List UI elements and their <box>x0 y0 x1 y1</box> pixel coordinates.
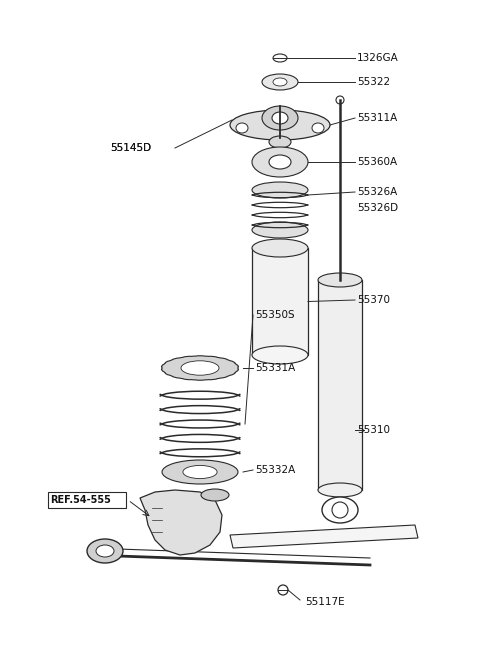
Text: 55117E: 55117E <box>305 597 345 607</box>
Ellipse shape <box>230 110 330 140</box>
Ellipse shape <box>269 136 291 148</box>
Text: REF.54-555: REF.54-555 <box>50 495 111 505</box>
Ellipse shape <box>252 222 308 238</box>
Ellipse shape <box>332 502 348 518</box>
Ellipse shape <box>87 539 123 563</box>
Ellipse shape <box>318 483 362 497</box>
FancyBboxPatch shape <box>48 492 126 508</box>
Ellipse shape <box>262 74 298 90</box>
Text: 55331A: 55331A <box>255 363 295 373</box>
Ellipse shape <box>236 123 248 133</box>
Ellipse shape <box>278 585 288 595</box>
Ellipse shape <box>262 106 298 130</box>
Text: 55145D: 55145D <box>110 143 151 153</box>
Text: 55350S: 55350S <box>255 310 295 320</box>
Bar <box>252 248 308 355</box>
Ellipse shape <box>269 155 291 169</box>
Ellipse shape <box>312 123 324 133</box>
Bar <box>318 280 362 490</box>
Ellipse shape <box>162 460 238 484</box>
Text: 55322: 55322 <box>357 77 390 87</box>
Ellipse shape <box>181 361 219 375</box>
Ellipse shape <box>252 182 308 198</box>
Ellipse shape <box>272 112 288 124</box>
Text: 55332A: 55332A <box>255 465 295 475</box>
Polygon shape <box>161 356 239 380</box>
Ellipse shape <box>336 96 344 104</box>
Text: 55145D: 55145D <box>110 143 151 153</box>
Text: 55326D: 55326D <box>357 203 398 213</box>
Ellipse shape <box>252 239 308 257</box>
Ellipse shape <box>252 147 308 177</box>
Text: 55310: 55310 <box>357 425 390 435</box>
Ellipse shape <box>96 545 114 557</box>
Ellipse shape <box>183 465 217 479</box>
Ellipse shape <box>201 489 229 501</box>
Text: 55360A: 55360A <box>357 157 397 167</box>
Ellipse shape <box>273 78 287 86</box>
Text: 55326A: 55326A <box>357 187 397 197</box>
Ellipse shape <box>322 497 358 523</box>
Ellipse shape <box>318 273 362 287</box>
Polygon shape <box>140 490 222 555</box>
Text: 1326GA: 1326GA <box>357 53 399 63</box>
Text: 55370: 55370 <box>357 295 390 305</box>
Ellipse shape <box>273 54 287 62</box>
Text: 55311A: 55311A <box>357 113 397 123</box>
Ellipse shape <box>252 346 308 364</box>
Polygon shape <box>230 525 418 548</box>
